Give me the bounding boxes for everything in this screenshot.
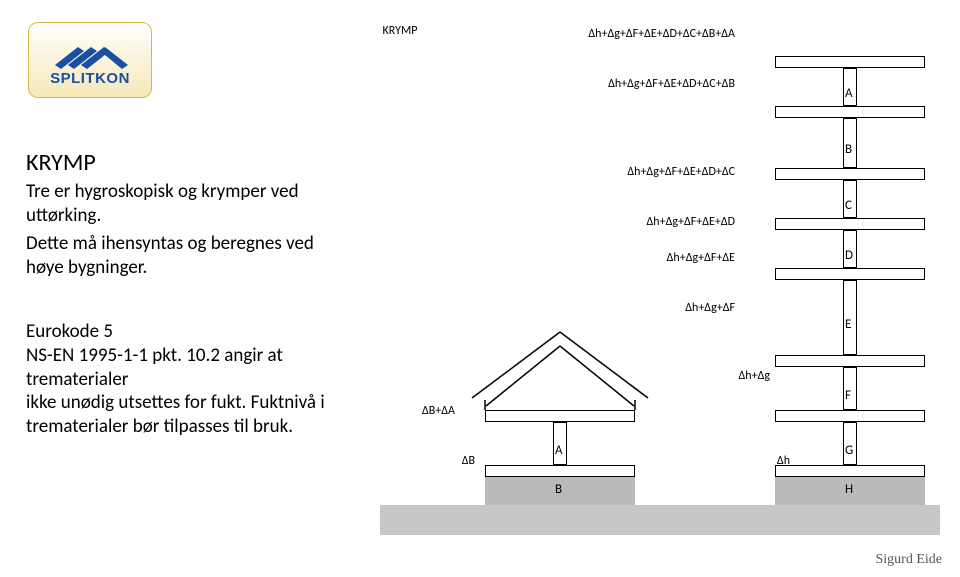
splitkon-logo: SPLITKON [28, 22, 152, 98]
author-credit: Sigurd Eide [876, 553, 943, 567]
para-eurokode: Eurokode 5 NS-EN 1995-1-1 pkt. 10.2 angi… [26, 320, 326, 439]
heading-krymp: KRYMP [26, 150, 96, 176]
delta-label-high-3: Δh+Δg+ΔF+ΔE+ΔD [475, 216, 735, 228]
shrinkage-diagram: KRYMPHGFEDCBABAΔh+Δg+ΔF+ΔE+ΔD+ΔC+ΔB+ΔAΔh… [380, 10, 940, 535]
delta-label-high-6: Δh+Δg [510, 370, 770, 382]
delta-label-low-1: ΔB [385, 455, 475, 467]
delta-label-high-1: Δh+Δg+ΔF+ΔE+ΔD+ΔC+ΔB [475, 78, 735, 90]
logo-text: SPLITKON [50, 71, 130, 86]
delta-label-high-5: Δh+Δg+ΔF [475, 302, 735, 314]
para-hygroskopisk: Tre er hygroskopisk og krymper ved uttør… [26, 180, 346, 228]
delta-label-high-7: Δh [530, 455, 790, 467]
logo-roof-icon [50, 35, 130, 71]
delta-label-high-2: Δh+Δg+ΔF+ΔE+ΔD+ΔC [475, 166, 735, 178]
delta-label-high-0: Δh+Δg+ΔF+ΔE+ΔD+ΔC+ΔB+ΔA [475, 28, 735, 40]
delta-label-high-4: Δh+Δg+ΔF+ΔE [475, 252, 735, 264]
delta-label-low-0: ΔB+ΔA [365, 405, 455, 417]
para-ihensyntas: Dette må ihensyntas og beregnes ved høye… [26, 232, 346, 280]
